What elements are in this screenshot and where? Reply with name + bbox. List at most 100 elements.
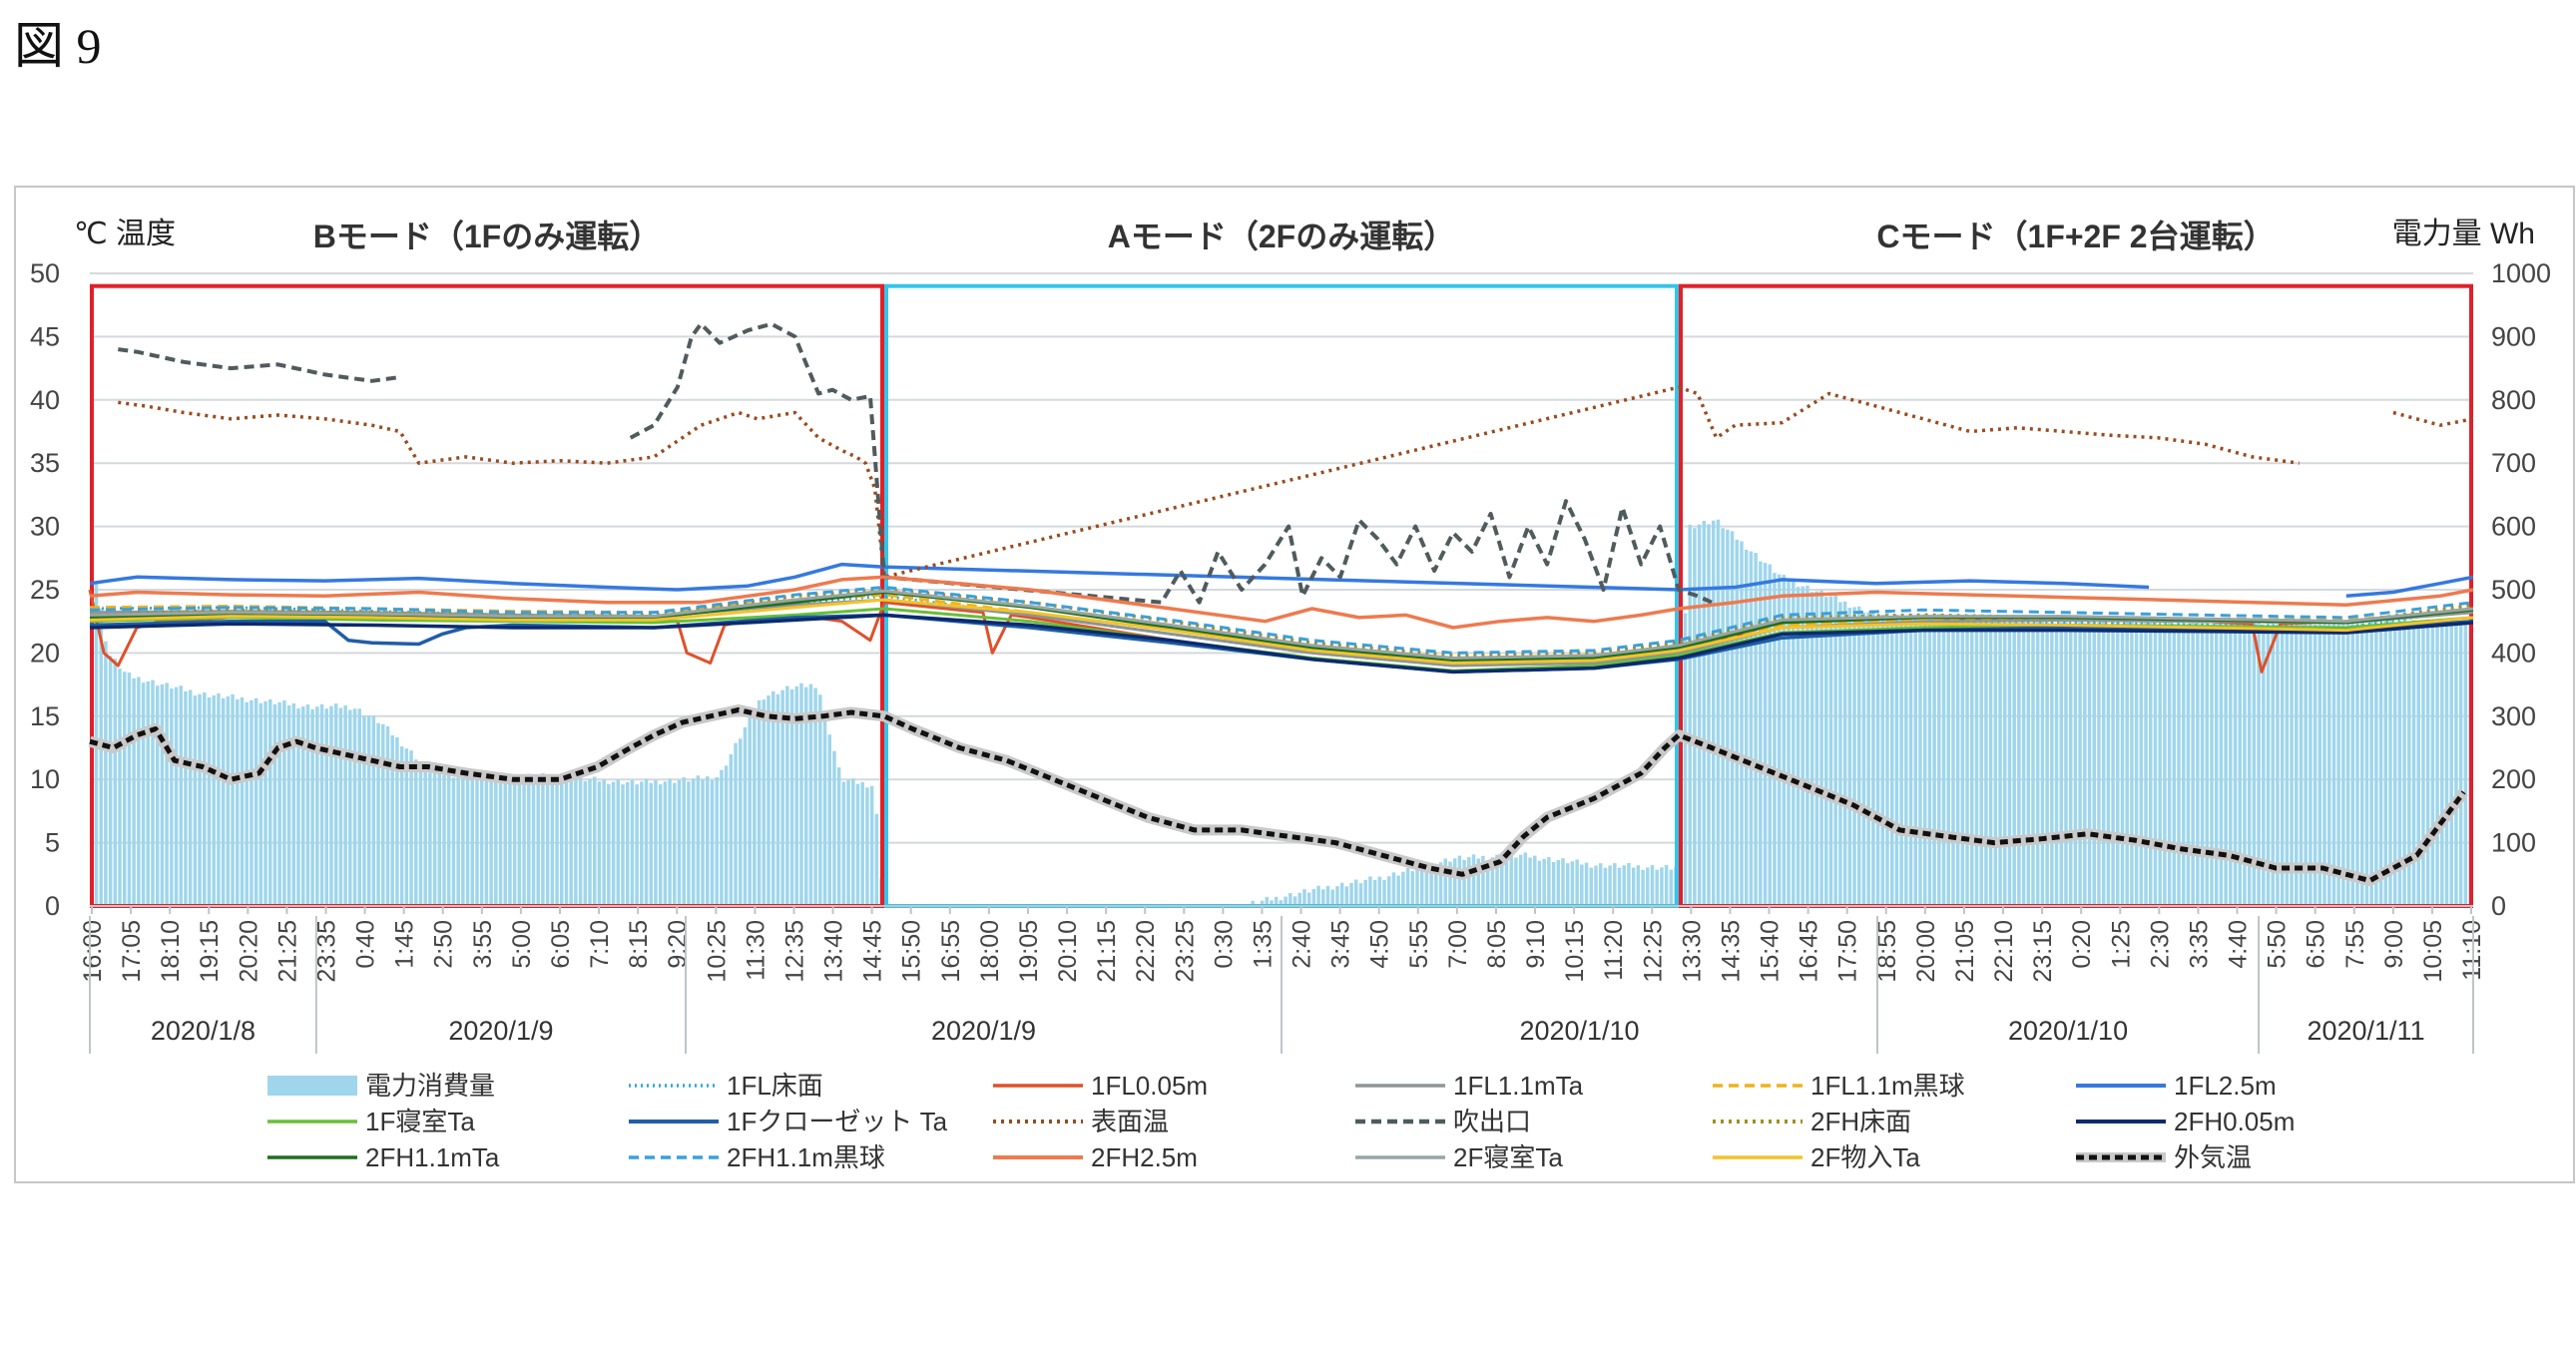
power-bar	[813, 687, 817, 906]
power-bar	[2309, 620, 2313, 906]
power-bar	[860, 782, 864, 906]
power-bar	[1787, 581, 1791, 906]
power-bar	[272, 703, 277, 906]
power-bar	[1913, 619, 1918, 906]
power-bar	[2017, 622, 2021, 906]
date-label: 2020/1/11	[2307, 1016, 2424, 1046]
power-bar	[2364, 624, 2369, 906]
power-bar	[104, 641, 108, 906]
power-bar	[2130, 619, 2134, 906]
axis-layer: 0510152025303540455001002003004005006007…	[30, 218, 2551, 1054]
power-bar	[780, 689, 784, 906]
power-bar	[541, 773, 545, 906]
power-bar	[2045, 622, 2049, 906]
series-line	[89, 589, 2474, 660]
power-bar	[1631, 867, 1636, 906]
power-bar	[1875, 617, 1880, 906]
power-bar	[1904, 617, 1908, 906]
power-bar	[583, 780, 588, 906]
power-bar	[376, 722, 380, 906]
power-bar	[1627, 862, 1631, 906]
power-bar	[1970, 618, 1974, 906]
power-bar	[1697, 524, 1702, 906]
power-bar	[1726, 529, 1730, 906]
power-bar	[291, 703, 296, 906]
power-bar	[2224, 624, 2228, 906]
power-bar	[2262, 624, 2266, 906]
power-bar	[2073, 621, 2078, 906]
power-bar	[155, 685, 160, 906]
power-bar	[602, 779, 606, 906]
power-bar	[2054, 624, 2059, 906]
figure-label: 図 9	[14, 18, 102, 74]
y2-tick-label: 800	[2491, 385, 2536, 415]
legend-label: 2F物入Ta	[1810, 1142, 1920, 1172]
power-bar	[2002, 622, 2007, 906]
power-bar	[2111, 622, 2115, 906]
power-bar	[366, 715, 371, 906]
legend-label: 2FH2.5m	[1091, 1142, 1198, 1172]
x-tick-label: 23:35	[312, 920, 340, 983]
power-bar	[305, 704, 310, 906]
power-bar	[2238, 623, 2243, 906]
power-bar	[767, 695, 771, 906]
x-tick-label: 1:45	[391, 920, 419, 969]
power-bar	[428, 772, 432, 906]
power-bar	[2416, 624, 2420, 906]
power-bar	[1716, 519, 1721, 906]
power-bar	[108, 656, 113, 906]
power-bar	[1838, 602, 1842, 906]
power-bar	[137, 676, 141, 906]
power-bar	[2430, 624, 2435, 906]
legend-label: 2FH1.1m黒球	[727, 1142, 885, 1172]
power-bar	[1509, 853, 1513, 906]
power-bar	[1260, 900, 1265, 906]
power-bar	[2007, 620, 2012, 906]
power-bar	[1993, 620, 1998, 906]
power-bar	[832, 750, 836, 906]
power-bar	[2252, 622, 2257, 906]
power-bar	[635, 784, 639, 906]
power-bar	[710, 779, 715, 906]
power-bar	[423, 763, 427, 906]
power-bar	[799, 682, 803, 906]
x-tick-label: 20:20	[235, 920, 262, 983]
power-bar	[677, 779, 682, 906]
power-bar	[663, 781, 668, 906]
series-line	[89, 707, 2466, 884]
x-tick-label: 13:30	[1678, 920, 1706, 983]
power-bar	[357, 708, 361, 906]
power-bar	[1462, 859, 1466, 906]
power-bar	[2247, 618, 2252, 906]
power-bar	[2149, 622, 2153, 906]
x-tick-label: 23:15	[2029, 920, 2057, 983]
x-tick-label: 15:40	[1757, 920, 1785, 983]
power-bar	[1500, 858, 1504, 906]
power-bar	[649, 782, 654, 906]
power-bar	[1382, 880, 1386, 906]
y-tick-label: 20	[30, 638, 60, 668]
power-bar	[1476, 858, 1480, 906]
legend-layer: 電力消費量 1FL床面 1FL0.05m 1FL1.1mTa 1FL1.1m黒球 1FL2…	[267, 1071, 2295, 1172]
power-bar	[1292, 896, 1297, 906]
power-bar	[432, 772, 437, 906]
x-tick-label: 14:45	[859, 920, 887, 983]
power-bar	[1922, 614, 1927, 906]
power-bar	[113, 659, 118, 906]
x-tick-label: 8:15	[625, 920, 653, 969]
power-bar	[413, 759, 418, 906]
power-bar	[874, 813, 879, 906]
power-bar	[1528, 857, 1532, 906]
power-bar	[319, 703, 324, 906]
power-bar	[1669, 869, 1674, 906]
legend-entry: 2FH2.5m	[993, 1142, 1198, 1172]
power-bar	[569, 780, 573, 906]
power-bar	[1265, 897, 1270, 906]
legend-label: 1F寝室Ta	[365, 1107, 475, 1136]
power-bar	[141, 682, 146, 906]
x-tick-label: 12:25	[1639, 920, 1667, 983]
power-bar	[399, 746, 404, 906]
power-bar	[1617, 867, 1622, 906]
power-bar	[2243, 621, 2247, 906]
